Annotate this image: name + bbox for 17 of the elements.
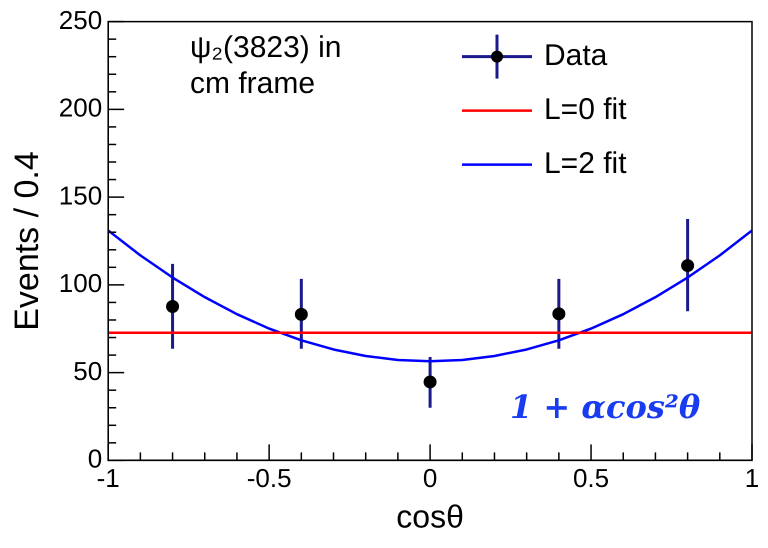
x-tick-label: 0 bbox=[422, 463, 438, 494]
y-tick-label: 250 bbox=[58, 4, 102, 35]
y-tick-label: 100 bbox=[58, 268, 102, 298]
x-axis-title: cosθ bbox=[396, 498, 464, 535]
y-tick-label: 150 bbox=[58, 180, 102, 210]
y-tick-label: 50 bbox=[73, 356, 102, 386]
legend-label: L=2 fit bbox=[544, 146, 628, 180]
x-tick-label: 0.5 bbox=[572, 463, 610, 494]
legend-label: L=0 fit bbox=[544, 92, 628, 126]
y-tick-label: 200 bbox=[58, 92, 102, 123]
y-tick-label: 0 bbox=[88, 444, 102, 474]
annotation: ψ₂(3823) in cm frame bbox=[190, 30, 342, 102]
annotation: 1 + αcos²θ bbox=[510, 388, 700, 426]
x-tick-label: 1 bbox=[744, 463, 760, 494]
y-axis-title: Events / 0.4 bbox=[8, 151, 46, 331]
x-tick-label: -0.5 bbox=[246, 463, 292, 494]
legend-label: Data bbox=[544, 38, 608, 72]
